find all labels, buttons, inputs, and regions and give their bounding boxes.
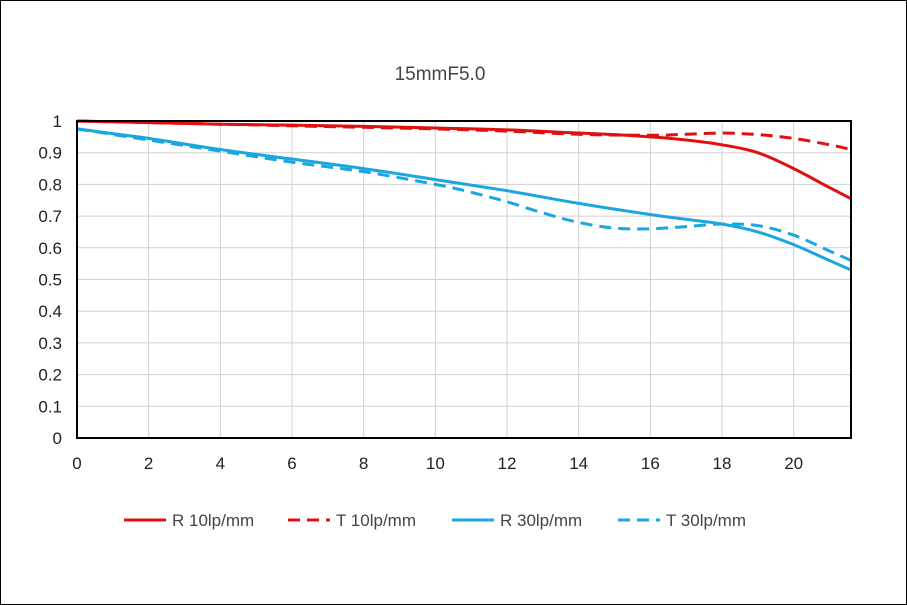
- y-tick-label: 0.1: [38, 397, 62, 416]
- y-tick-label: 0.8: [38, 175, 62, 194]
- x-tick-label: 10: [426, 454, 445, 473]
- y-axis-ticks: 0 0.1 0.2 0.3 0.4 0.5 0.6 0.7 0.8 0.9 1: [38, 112, 62, 448]
- x-tick-label: 6: [287, 454, 296, 473]
- x-tick-label: 4: [216, 454, 225, 473]
- x-tick-label: 20: [784, 454, 803, 473]
- series-line-2: [76, 119, 852, 151]
- y-tick-label: 0.7: [38, 207, 62, 226]
- x-tick-label: 18: [713, 454, 732, 473]
- legend-label-4: T 30lp/mm: [666, 511, 746, 530]
- y-tick-label: 0.6: [38, 239, 62, 258]
- y-tick-label: 1: [53, 112, 62, 131]
- y-tick-label: 0.5: [38, 271, 62, 290]
- y-tick-label: 0.3: [38, 334, 62, 353]
- x-tick-label: 2: [144, 454, 153, 473]
- x-tick-label: 14: [569, 454, 588, 473]
- legend-label-3: R 30lp/mm: [500, 511, 582, 530]
- series-line-1: [76, 119, 852, 201]
- y-tick-label: 0.2: [38, 366, 62, 385]
- legend-label-1: R 10lp/mm: [172, 511, 254, 530]
- legend-label-2: T 10lp/mm: [336, 511, 416, 530]
- series-lines: [76, 119, 852, 272]
- x-tick-label: 0: [72, 454, 81, 473]
- plot-area-border: [76, 120, 852, 439]
- y-tick-label: 0.9: [38, 144, 62, 163]
- chart-title: 15mmF5.0: [395, 64, 486, 85]
- series-line-3: [76, 127, 852, 272]
- x-tick-label: 12: [498, 454, 517, 473]
- x-tick-label: 8: [359, 454, 368, 473]
- grid: [76, 120, 851, 439]
- x-tick-label: 16: [641, 454, 660, 473]
- series-line-4: [76, 127, 852, 262]
- y-tick-label: 0.4: [38, 302, 62, 321]
- legend: R 10lp/mm T 10lp/mm R 30lp/mm T 30lp/mm: [124, 511, 746, 530]
- x-axis-ticks: 0 2 4 6 8 10 12 14 16 18 20: [72, 454, 803, 473]
- y-tick-label: 0: [53, 429, 62, 448]
